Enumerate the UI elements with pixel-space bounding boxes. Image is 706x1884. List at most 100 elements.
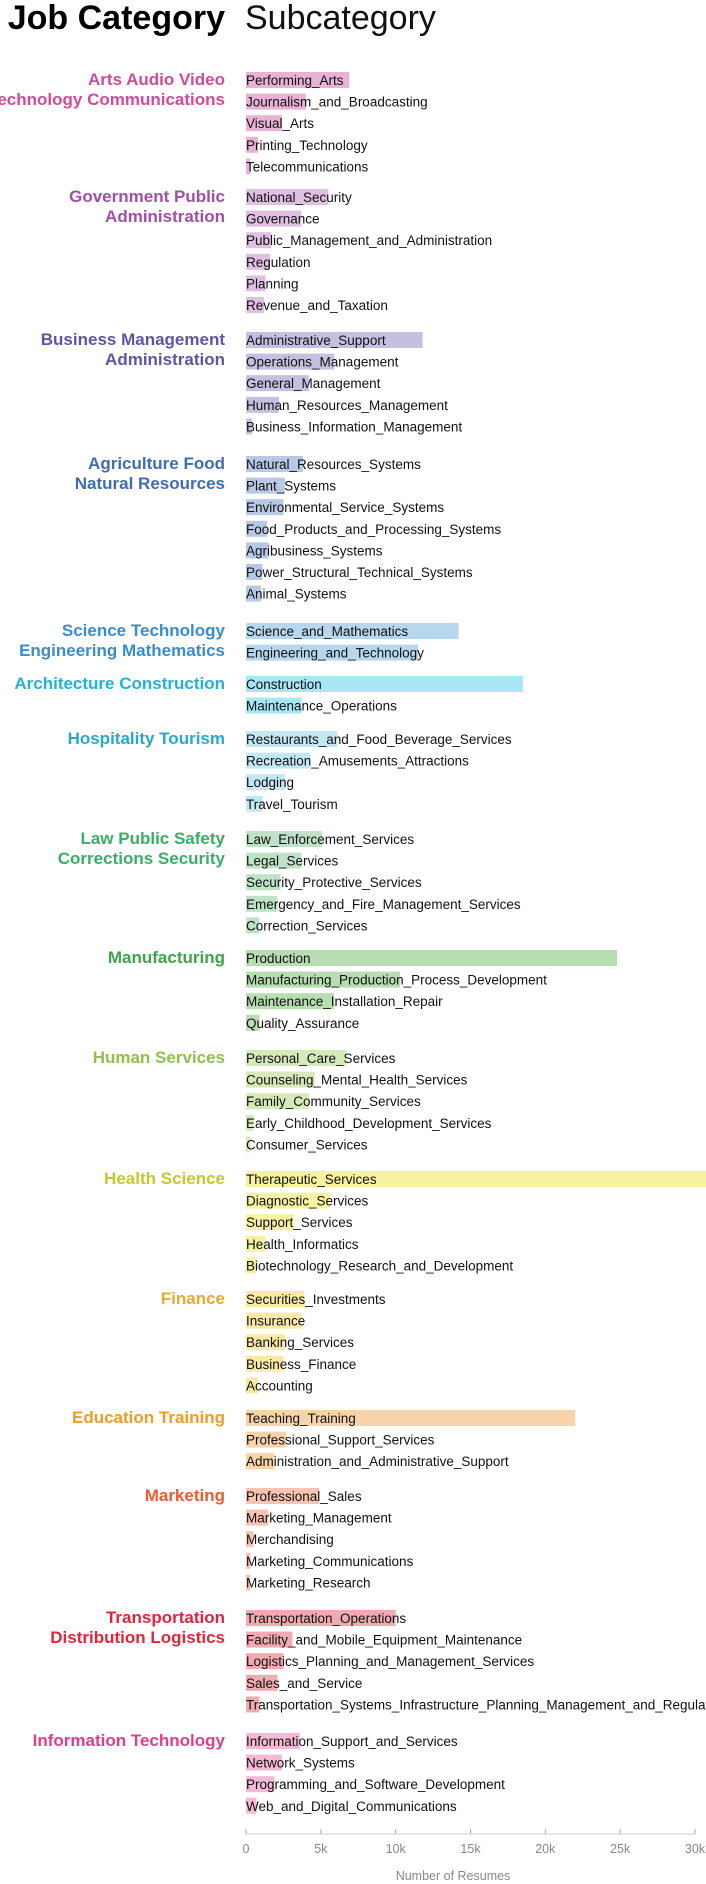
subcategory-label: Printing_Technology bbox=[246, 138, 368, 153]
bar bbox=[246, 1291, 305, 1307]
subcategory-label: Planning bbox=[246, 276, 299, 291]
subcategory-label: Construction bbox=[246, 677, 322, 692]
subcategory-label: Public_Management_and_Administration bbox=[246, 233, 492, 248]
subcategory-label: Diagnostic_Services bbox=[246, 1194, 369, 1209]
bar bbox=[246, 253, 270, 270]
subcategory-label: Transportation_Systems_Infrastructure_Pl… bbox=[246, 1697, 706, 1712]
bar bbox=[246, 477, 285, 494]
subcategory-label: Restaurants_and_Food_Beverage_Services bbox=[246, 732, 512, 747]
bar bbox=[246, 1488, 320, 1504]
category-label: Corrections Security bbox=[58, 849, 226, 868]
category-label: Engineering Mathematics bbox=[19, 641, 225, 660]
bar bbox=[246, 731, 338, 747]
subcategory-label: Network_Systems bbox=[246, 1756, 355, 1771]
subcategory-label: Law_Enforcement_Services bbox=[246, 832, 414, 847]
subcategory-label: Journalism_and_Broadcasting bbox=[246, 95, 428, 110]
subcategory-label: Marketing_Research bbox=[246, 1575, 371, 1590]
bar bbox=[246, 158, 251, 175]
category-label: Business Management bbox=[41, 330, 226, 349]
subcategory-label: Merchandising bbox=[246, 1532, 334, 1547]
bar bbox=[246, 1453, 275, 1470]
subcategory-label: Family_Community_Services bbox=[246, 1094, 421, 1109]
category-label: Science Technology bbox=[62, 621, 226, 640]
subcategory-label: Biotechnology_Research_and_Development bbox=[246, 1258, 513, 1273]
subcategory-column-header: Subcategory bbox=[245, 0, 436, 37]
bar bbox=[246, 1050, 347, 1066]
bar bbox=[246, 831, 323, 847]
bar bbox=[246, 1653, 284, 1670]
subcategory-label: Facility_and_Mobile_Equipment_Maintenanc… bbox=[246, 1633, 522, 1648]
x-tick-label: 15k bbox=[460, 1842, 481, 1856]
category-label: Architecture Construction bbox=[14, 674, 225, 693]
subcategory-label: Information_Support_and_Services bbox=[246, 1734, 458, 1749]
category-label: Manufacturing bbox=[108, 948, 225, 967]
bar bbox=[246, 542, 269, 559]
bar bbox=[246, 1410, 576, 1426]
bar bbox=[246, 136, 258, 153]
subcategory-label: Administration_and_Administrative_Suppor… bbox=[246, 1454, 509, 1469]
subcategory-label: Sales_and_Service bbox=[246, 1676, 362, 1691]
subcategory-label: Administrative_Support bbox=[246, 333, 386, 348]
bar bbox=[246, 644, 419, 661]
bar bbox=[246, 1257, 257, 1274]
bar bbox=[246, 1192, 330, 1209]
category-label: Government Public bbox=[69, 187, 225, 206]
bar bbox=[246, 1574, 251, 1591]
category-label: Information Technology bbox=[33, 1731, 226, 1750]
bar bbox=[246, 774, 285, 791]
bar bbox=[246, 1431, 287, 1448]
subcategory-label: Regulation bbox=[246, 255, 311, 270]
bar bbox=[246, 971, 401, 988]
bar bbox=[246, 1355, 284, 1372]
subcategory-label: Professional_Support_Services bbox=[246, 1433, 435, 1448]
subcategory-label: Consumer_Services bbox=[246, 1137, 368, 1152]
subcategory-label: Visual_Arts bbox=[246, 116, 314, 131]
subcategory-label: Web_and_Digital_Communications bbox=[246, 1799, 457, 1814]
subcategory-label: Power_Structural_Technical_Systems bbox=[246, 565, 473, 580]
bar bbox=[246, 353, 335, 370]
subcategory-label: Professional_Sales bbox=[246, 1489, 362, 1504]
bar bbox=[246, 585, 261, 602]
bar bbox=[246, 396, 279, 413]
subcategory-label: Performing_Arts bbox=[246, 73, 344, 88]
category-label: Distribution Logistics bbox=[50, 1628, 225, 1647]
bar bbox=[246, 1114, 254, 1131]
bar bbox=[246, 1093, 309, 1110]
bar bbox=[246, 375, 309, 392]
bar bbox=[246, 917, 260, 934]
bar bbox=[246, 1171, 706, 1187]
subcategory-label: Security_Protective_Services bbox=[246, 875, 422, 890]
bar bbox=[246, 752, 311, 769]
category-label: Administration bbox=[105, 350, 225, 369]
subcategory-label: Production bbox=[246, 951, 311, 966]
category-column-header: Job Category bbox=[8, 0, 225, 37]
subcategory-label: Plant_Systems bbox=[246, 479, 336, 494]
subcategory-label: Teaching_Training bbox=[246, 1411, 356, 1426]
bar bbox=[246, 332, 423, 348]
subcategory-label: Business_Finance bbox=[246, 1357, 356, 1372]
bar bbox=[246, 1696, 260, 1713]
bar bbox=[246, 623, 459, 639]
subcategory-label: Logistics_Planning_and_Management_Servic… bbox=[246, 1654, 534, 1669]
bar bbox=[246, 1509, 269, 1526]
bar bbox=[246, 1776, 275, 1793]
bar bbox=[246, 993, 335, 1010]
bar bbox=[246, 1377, 258, 1394]
bar bbox=[246, 297, 264, 313]
bar bbox=[246, 1674, 278, 1691]
bar bbox=[246, 232, 272, 249]
category-label: Finance bbox=[161, 1289, 225, 1308]
subcategory-label: Revenue_and_Taxation bbox=[246, 298, 388, 313]
category-label: Human Services bbox=[93, 1048, 225, 1067]
bar bbox=[246, 1733, 300, 1749]
category-label: Health Science bbox=[104, 1169, 225, 1188]
subcategory-label: Programming_and_Software_Development bbox=[246, 1777, 505, 1792]
x-axis-label: Number of Resumes bbox=[396, 1869, 511, 1883]
subcategory-label: Legal_Services bbox=[246, 854, 339, 869]
bar bbox=[246, 456, 303, 472]
x-axis: 0 5k 10k 15k 20k 25k 30k bbox=[243, 1829, 706, 1856]
bar bbox=[246, 1610, 396, 1626]
subcategory-label: Science_and_Mathematics bbox=[246, 624, 408, 639]
x-tick-label: 10k bbox=[386, 1842, 407, 1856]
